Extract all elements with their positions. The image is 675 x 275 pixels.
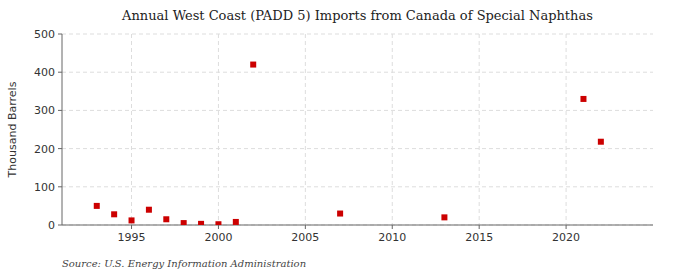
y-tick [58,72,62,73]
point [111,211,117,217]
point [337,211,343,217]
y-tick [58,34,62,35]
y-axis-line [62,34,63,225]
x-tick [566,225,567,229]
point [598,139,604,145]
axes: 1995 2000 2005 2010 2015 2020 0 100 200 300 400 500 [34,28,653,244]
x-tick-label: 2015 [465,231,493,244]
x-tick [131,225,132,229]
point [250,62,256,68]
point [441,214,447,220]
point [198,221,204,225]
grid [62,34,653,225]
x-tick [305,225,306,229]
y-tick-label: 200 [34,143,55,156]
point [146,207,152,213]
point [94,203,100,209]
chart-container: 1995 2000 2005 2010 2015 2020 0 100 200 300 400 500… [0,0,675,275]
source-annotation: Source: U.S. Energy Information Administ… [62,258,306,269]
x-tick-label: 2010 [378,231,406,244]
x-axis-line [62,225,653,226]
y-tick [58,148,62,149]
x-tick-label: 2005 [291,231,319,244]
x-grid-line [305,34,306,225]
x-tick-label: 2020 [552,231,580,244]
y-tick-label: 500 [34,28,55,41]
point [163,216,169,222]
y-axis-label: Thousand Barrels [6,81,19,178]
x-grid-line [131,34,132,225]
point [181,220,187,225]
x-tick [392,225,393,229]
title: Annual West Coast (PADD 5) Imports from … [121,8,593,23]
y-tick-label: 0 [48,219,55,232]
x-tick [479,225,480,229]
x-tick-label: 1995 [118,231,146,244]
points [94,62,604,225]
y-tick-label: 100 [34,181,55,194]
x-grid-line [479,34,480,225]
point [215,221,221,225]
y-grid-line [62,186,653,187]
x-grid-line [392,34,393,225]
x-grid-line [566,34,567,225]
y-grid-line [62,72,653,73]
point [129,217,135,223]
x-grid-line [218,34,219,225]
y-grid-line [62,34,653,35]
x-tick [218,225,219,229]
y-tick [58,110,62,111]
y-grid-line [62,225,653,226]
point [233,219,239,225]
y-tick-label: 400 [34,66,55,79]
chart: 1995 2000 2005 2010 2015 2020 0 100 200 300 400 500… [0,0,675,275]
y-tick [58,225,62,226]
y-tick [58,186,62,187]
y-grid-line [62,110,653,111]
y-grid-line [62,148,653,149]
point [580,96,586,102]
y-tick-label: 300 [34,104,55,117]
x-tick-label: 2000 [204,231,232,244]
